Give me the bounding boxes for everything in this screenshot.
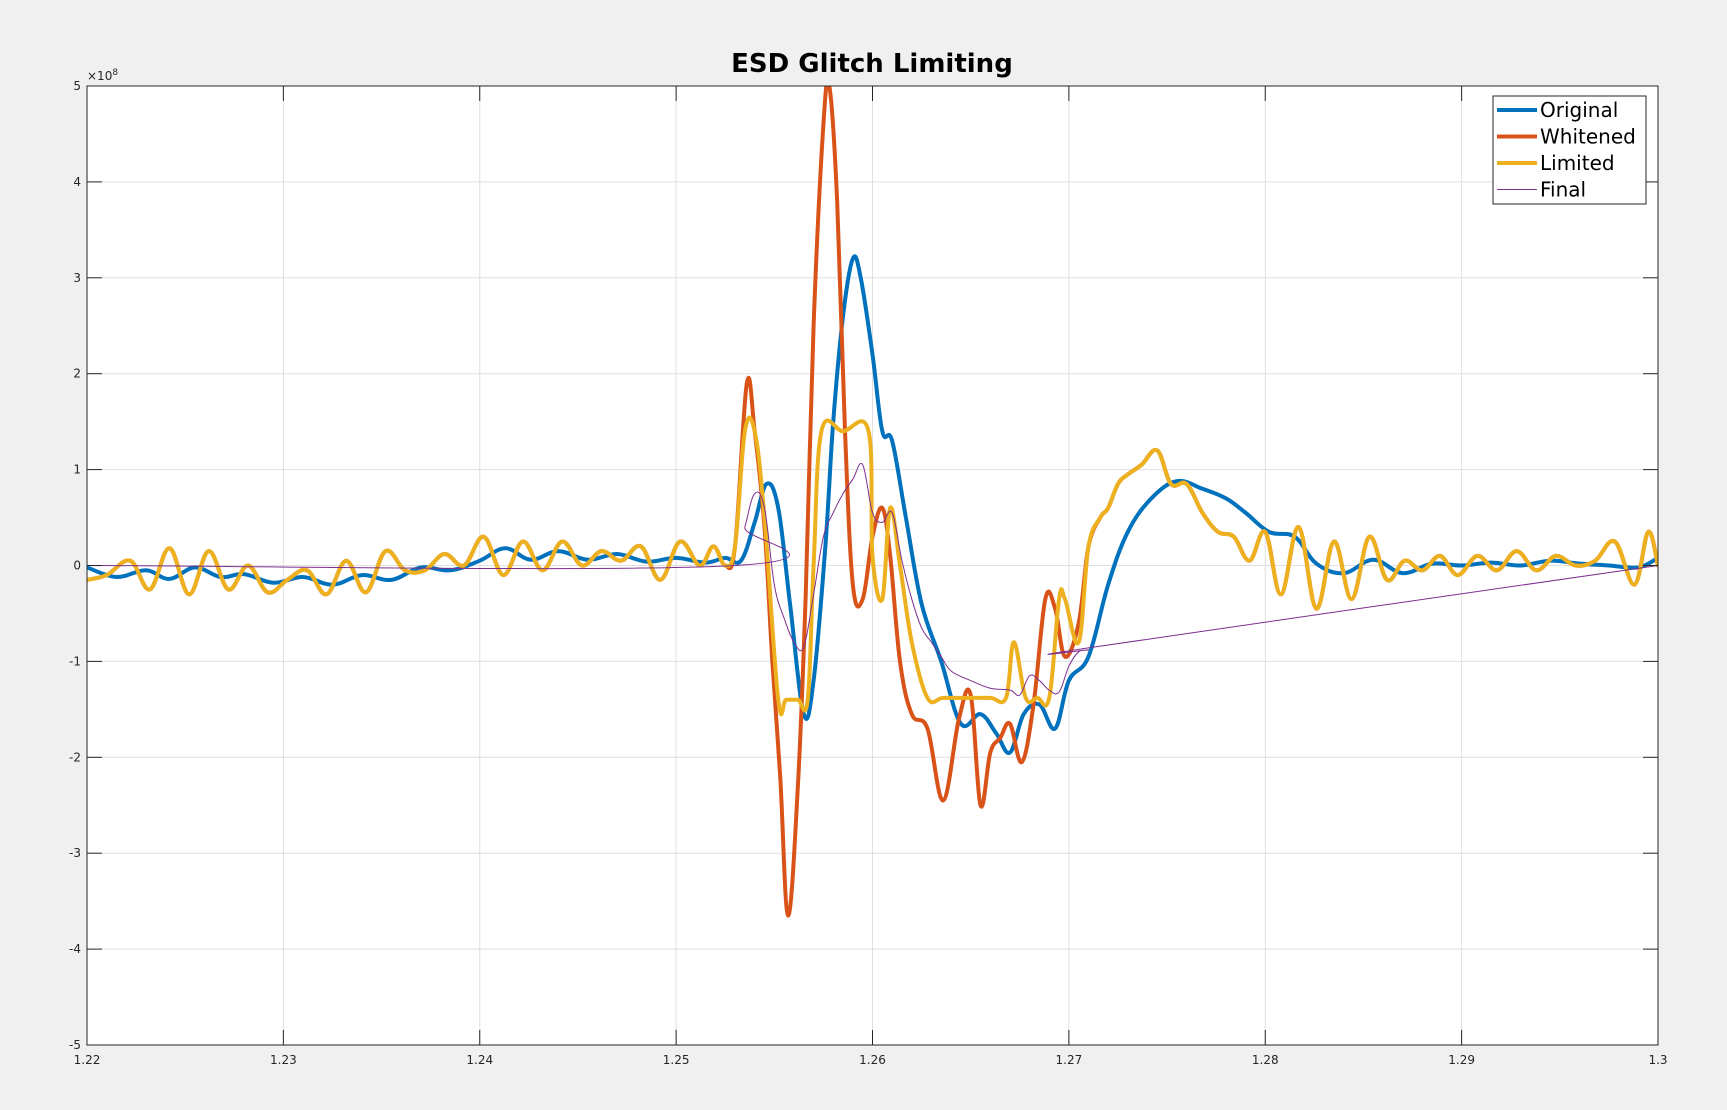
legend-box: [1492, 95, 1647, 205]
y-tick-label: 1: [73, 463, 81, 477]
series-lines: [87, 86, 1658, 918]
y-tick-label: 5: [73, 79, 81, 93]
y-tick-label: 3: [73, 271, 81, 285]
y-tick-label: 2: [73, 367, 81, 381]
y-tick-label: -1: [69, 654, 81, 668]
y-tick-label: -5: [69, 1038, 81, 1052]
x-tick-label: 1.24: [466, 1053, 493, 1067]
legend-label-whitened: Whitened: [1540, 125, 1636, 149]
axis-ticks: 1.22 1.23 1.24 1.25 1.26 1.27 1.28 1.29 1.3 -5 -4 -…: [69, 79, 1668, 1067]
x-tick-label: 1.23: [270, 1053, 297, 1067]
x-tick-label: 1.29: [1448, 1053, 1475, 1067]
x-tick-label: 1.25: [663, 1053, 690, 1067]
series-line-final: [87, 462, 1658, 697]
y-tick-label: -2: [69, 750, 81, 764]
y-exponent-base: ×10: [87, 69, 112, 83]
x-tick-label: 1.28: [1252, 1053, 1279, 1067]
legend-label-original: Original: [1540, 98, 1618, 122]
x-tick-label: 1.26: [859, 1053, 886, 1067]
x-tick-label: 1.3: [1648, 1053, 1667, 1067]
x-tick-label: 1.27: [1056, 1053, 1083, 1067]
y-tick-label: -4: [69, 942, 81, 956]
y-tick-label: 4: [73, 175, 81, 189]
x-tick-label: 1.22: [74, 1053, 101, 1067]
legend-label-limited: Limited: [1540, 151, 1615, 175]
y-exponent-label: ×108: [87, 68, 118, 83]
y-exponent-power: 8: [112, 68, 118, 78]
legend-label-final: Final: [1540, 178, 1586, 202]
y-tick-label: 0: [73, 559, 81, 573]
chart-title: ESD Glitch Limiting: [731, 49, 1013, 79]
y-tick-label: -3: [69, 846, 81, 860]
